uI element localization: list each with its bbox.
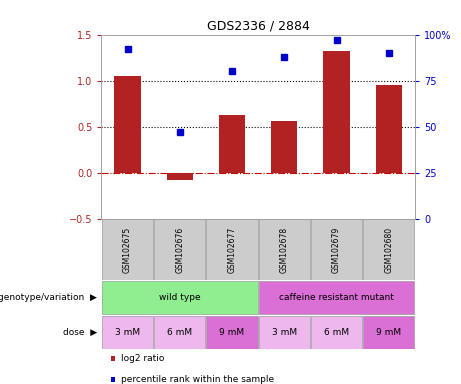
Bar [259,281,414,314]
Bar [102,220,153,280]
Bar [102,281,258,314]
Bar [154,316,206,349]
Text: 6 mM: 6 mM [167,328,192,337]
Text: GSM102675: GSM102675 [123,227,132,273]
Text: log2 ratio: log2 ratio [121,354,165,363]
Text: genotype/variation  ▶: genotype/variation ▶ [0,293,97,302]
Text: caffeine resistant mutant: caffeine resistant mutant [279,293,394,302]
Bar [324,51,349,173]
Bar [363,316,414,349]
Text: GSM102680: GSM102680 [384,227,393,273]
Bar [259,316,310,349]
Text: 9 mM: 9 mM [219,328,245,337]
Bar [207,220,258,280]
Bar [271,121,297,173]
Text: dose  ▶: dose ▶ [63,328,97,337]
Text: GSM102677: GSM102677 [228,227,236,273]
Text: 3 mM: 3 mM [272,328,297,337]
Bar [259,220,310,280]
Title: GDS2336 / 2884: GDS2336 / 2884 [207,19,310,32]
Bar [363,220,414,280]
Bar [376,85,402,173]
Text: 3 mM: 3 mM [115,328,140,337]
Text: GSM102678: GSM102678 [280,227,289,273]
Text: 9 mM: 9 mM [376,328,402,337]
Bar [167,173,193,180]
Bar [154,220,206,280]
Text: 6 mM: 6 mM [324,328,349,337]
Bar [207,316,258,349]
Text: GSM102679: GSM102679 [332,227,341,273]
Bar [102,316,153,349]
Text: percentile rank within the sample: percentile rank within the sample [121,375,275,384]
Bar [114,76,141,173]
Text: wild type: wild type [159,293,201,302]
Bar [311,220,362,280]
Text: GSM102676: GSM102676 [175,227,184,273]
Bar [219,115,245,173]
Bar [311,316,362,349]
